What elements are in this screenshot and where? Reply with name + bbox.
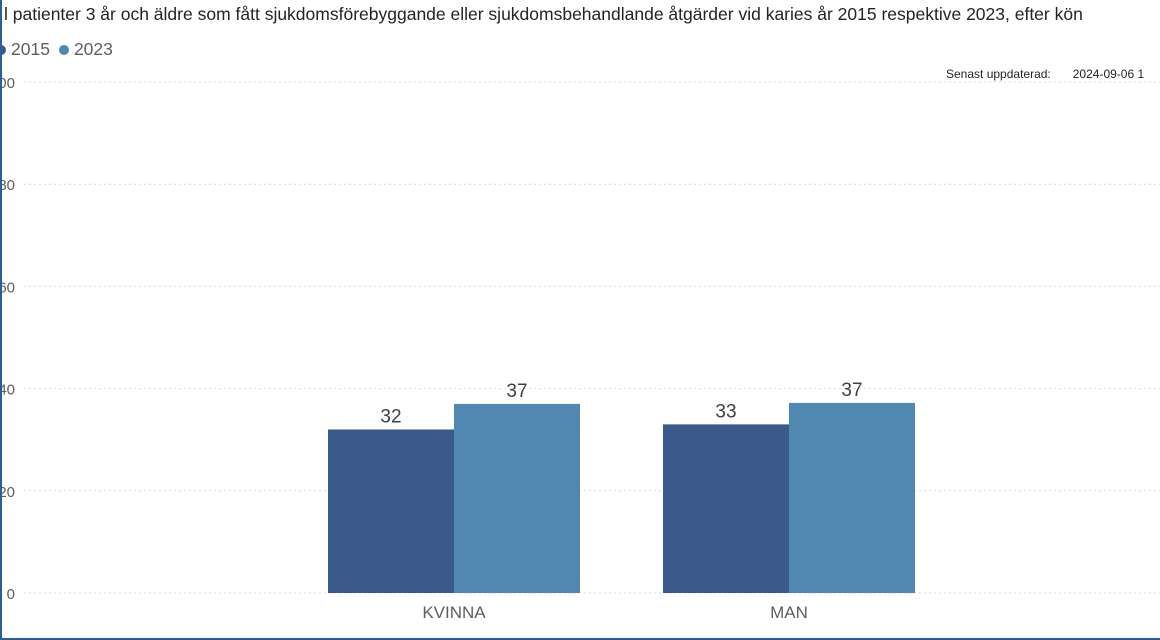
bar[interactable] (454, 403, 580, 593)
legend-label-2015: 2015 (11, 39, 50, 59)
last-updated: Senast uppdaterad: 2024-09-06 1 (946, 67, 1144, 81)
legend-dot-2023 (58, 44, 69, 55)
y-tick-label: 80 (2, 177, 15, 194)
y-tick-label: 20 (2, 484, 15, 501)
last-updated-value: 2024-09-06 1 (1072, 67, 1145, 81)
legend-item-2023[interactable]: 2023 (58, 39, 113, 60)
y-tick-label: 60 (2, 279, 15, 296)
bar[interactable] (663, 424, 789, 593)
x-tick-label: MAN (770, 603, 808, 622)
data-label: 33 (715, 401, 736, 422)
legend-item-2015[interactable]: 2015 (2, 39, 50, 60)
legend-dot-2015 (2, 44, 6, 55)
bar[interactable] (789, 402, 915, 593)
y-tick-label: 100 (2, 75, 15, 92)
y-tick-label: 40 (2, 382, 15, 399)
last-updated-label: Senast uppdaterad: (946, 67, 1051, 81)
bar[interactable] (328, 429, 454, 593)
data-label: 32 (380, 406, 401, 427)
legend-label-2023: 2023 (73, 39, 113, 59)
y-tick-label: 0 (7, 586, 15, 603)
chart-title: l patienter 3 år och äldre som fått sjuk… (4, 4, 1083, 24)
x-tick-label: KVINNA (422, 603, 486, 622)
data-label: 37 (506, 381, 527, 402)
data-label: 37 (841, 380, 862, 401)
legend: 2015 2023 (2, 39, 122, 60)
